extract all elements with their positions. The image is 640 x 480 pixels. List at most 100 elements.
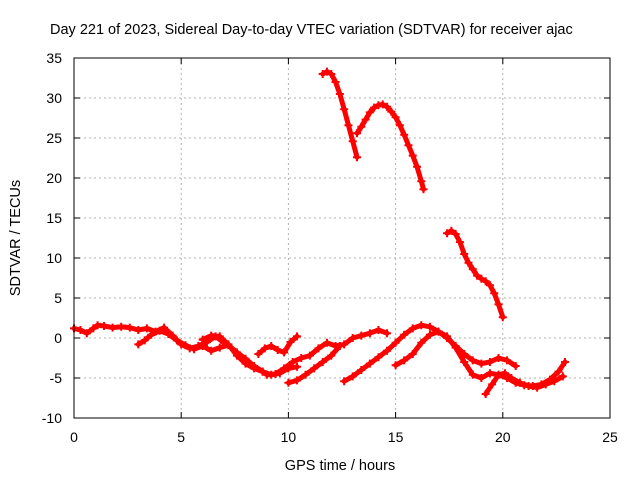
series-arc-10 (443, 226, 507, 322)
data-point (241, 359, 250, 368)
data-point (477, 274, 486, 283)
data-point (340, 105, 349, 114)
data-point (89, 324, 98, 333)
data-point (443, 229, 452, 238)
data-point (485, 358, 494, 366)
y-tick-label: 20 (46, 170, 62, 186)
data-point (292, 362, 301, 371)
data-point (451, 343, 460, 352)
y-tick-label: -5 (50, 370, 63, 386)
x-tick-label: 25 (602, 429, 618, 445)
y-tick-label: 25 (46, 130, 62, 146)
x-tick-label: 20 (495, 429, 511, 445)
chart-title: Day 221 of 2023, Sidereal Day-to-day VTE… (50, 22, 573, 38)
x-tick-label: 10 (281, 429, 297, 445)
data-point (378, 100, 387, 109)
data-point (425, 330, 434, 339)
series-arc-6 (318, 67, 362, 162)
data-point (155, 326, 164, 335)
data-point (134, 326, 143, 334)
data-point (267, 342, 276, 350)
grid-lines (74, 58, 610, 418)
data-point (468, 265, 477, 274)
data-point (344, 121, 353, 130)
data-point (357, 331, 366, 340)
data-point (419, 185, 428, 194)
data-point (365, 329, 374, 338)
data-point (224, 340, 233, 349)
data-point (318, 358, 327, 366)
data-point (297, 354, 306, 362)
y-tick-label: 35 (46, 50, 62, 66)
data-point (215, 332, 224, 341)
data-point (500, 369, 509, 378)
data-point (511, 362, 520, 370)
data-point (451, 230, 460, 238)
data-point (273, 346, 282, 354)
data-point (280, 364, 289, 373)
data-point (288, 358, 297, 366)
data-point (464, 258, 473, 267)
data-point (117, 322, 126, 331)
data-point (533, 383, 542, 392)
data-point (413, 162, 422, 171)
series-arc-11 (481, 369, 567, 398)
data-point (348, 137, 357, 146)
data-point (142, 324, 151, 333)
data-point (140, 336, 149, 345)
data-point (348, 334, 357, 342)
data-point (260, 344, 269, 353)
data-point (215, 343, 224, 352)
series-trace (354, 101, 426, 192)
data-point (460, 250, 469, 258)
data-point (494, 370, 503, 379)
data-point (164, 330, 173, 338)
data-point (258, 367, 267, 376)
data-point (488, 380, 497, 389)
data-point (292, 376, 301, 385)
data-point (395, 121, 404, 130)
data-point (310, 364, 319, 373)
data-point (207, 346, 216, 355)
data-point (365, 108, 374, 117)
data-point (550, 377, 559, 386)
data-point (408, 350, 417, 358)
data-point (374, 326, 383, 334)
data-point (250, 364, 259, 373)
data-point (558, 372, 567, 381)
data-point (348, 372, 357, 381)
data-point (391, 338, 400, 347)
data-point (400, 330, 409, 339)
series-arc-3 (198, 326, 392, 379)
data-point (434, 327, 443, 336)
data-point (387, 107, 396, 116)
data-point (100, 322, 109, 330)
data-point (541, 380, 550, 389)
series-arc-4 (254, 332, 301, 358)
x-tick-label: 5 (177, 429, 185, 445)
data-point (76, 326, 85, 334)
data-point (357, 366, 366, 374)
data-point (361, 115, 370, 124)
data-point (481, 277, 490, 286)
y-tick-label: 30 (46, 90, 62, 106)
data-point (322, 67, 331, 76)
data-point (391, 361, 400, 370)
x-tick-label: 15 (388, 429, 404, 445)
data-point (134, 340, 143, 349)
data-point (365, 359, 374, 368)
data-point (327, 70, 336, 78)
data-point (190, 345, 199, 354)
data-point (383, 346, 392, 355)
data-point (460, 358, 469, 366)
data-point (507, 374, 516, 382)
data-point (301, 370, 310, 379)
data-point (207, 331, 216, 340)
data-point (318, 70, 327, 78)
data-point (494, 300, 503, 309)
data-point (485, 369, 494, 378)
data-point (383, 329, 392, 338)
data-point (108, 323, 117, 332)
data-point (353, 129, 362, 138)
data-point (408, 324, 417, 333)
